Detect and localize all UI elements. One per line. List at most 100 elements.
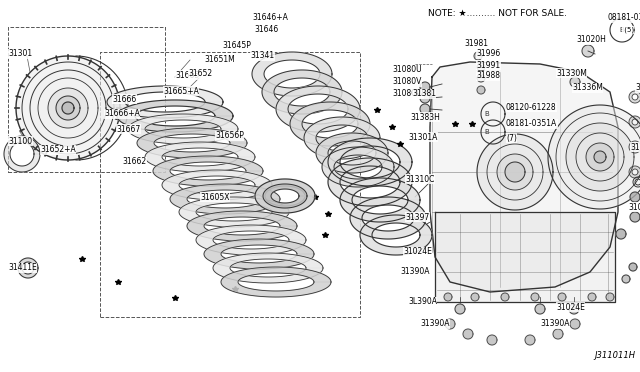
Text: B: B	[484, 111, 490, 117]
Text: 31390A: 31390A	[420, 320, 449, 328]
Text: 31020H: 31020H	[576, 35, 606, 45]
Text: 31024E: 31024E	[403, 247, 432, 257]
Text: 31330M: 31330M	[556, 68, 587, 77]
Text: 3L390A: 3L390A	[408, 298, 437, 307]
Text: 31646+A: 31646+A	[252, 13, 288, 22]
Polygon shape	[477, 86, 485, 94]
Text: 31390J: 31390J	[630, 142, 640, 151]
Text: 31383H: 31383H	[410, 112, 440, 122]
Polygon shape	[328, 138, 412, 186]
Polygon shape	[629, 263, 637, 271]
Polygon shape	[128, 114, 238, 144]
Polygon shape	[170, 184, 280, 214]
Polygon shape	[471, 293, 479, 301]
Polygon shape	[48, 88, 88, 128]
Polygon shape	[570, 319, 580, 329]
Polygon shape	[586, 143, 614, 171]
Text: 31301A: 31301A	[408, 132, 437, 141]
Text: 31341: 31341	[250, 51, 274, 61]
Text: 31100: 31100	[8, 137, 32, 145]
Text: 31080V: 31080V	[392, 77, 421, 87]
Polygon shape	[179, 197, 289, 227]
Polygon shape	[204, 239, 314, 269]
Text: 31390A: 31390A	[400, 267, 429, 276]
Text: 08120-61228: 08120-61228	[506, 103, 557, 112]
Polygon shape	[420, 82, 430, 92]
Polygon shape	[629, 141, 640, 153]
Polygon shape	[630, 212, 640, 222]
Polygon shape	[16, 56, 120, 160]
Polygon shape	[629, 116, 640, 128]
Polygon shape	[196, 225, 306, 255]
Polygon shape	[477, 63, 485, 71]
Polygon shape	[629, 91, 640, 103]
Polygon shape	[501, 293, 509, 301]
Polygon shape	[525, 335, 535, 345]
Polygon shape	[117, 100, 233, 132]
Polygon shape	[430, 62, 618, 292]
Polygon shape	[582, 45, 594, 57]
Text: 31381: 31381	[412, 90, 436, 99]
Polygon shape	[566, 123, 634, 191]
Polygon shape	[322, 147, 394, 187]
Polygon shape	[622, 275, 630, 283]
Text: 31996: 31996	[476, 49, 500, 58]
Text: 31652+A: 31652+A	[40, 145, 76, 154]
Polygon shape	[588, 293, 596, 301]
Text: J311011H: J311011H	[594, 351, 635, 360]
Polygon shape	[328, 158, 412, 206]
Polygon shape	[535, 304, 545, 314]
Text: 08181-0351A: 08181-0351A	[608, 13, 640, 22]
Text: 31651M: 31651M	[204, 55, 235, 64]
Polygon shape	[56, 96, 80, 120]
Text: 31024E: 31024E	[556, 302, 585, 311]
Text: 31605X: 31605X	[200, 192, 230, 202]
Polygon shape	[505, 162, 525, 182]
Text: 31335: 31335	[635, 83, 640, 93]
Text: 31665+A: 31665+A	[163, 87, 199, 96]
Text: 08181-0351A: 08181-0351A	[506, 119, 557, 128]
Polygon shape	[558, 293, 566, 301]
Text: 31656P: 31656P	[215, 131, 244, 141]
Polygon shape	[62, 102, 74, 114]
Polygon shape	[570, 77, 580, 87]
Polygon shape	[213, 253, 323, 283]
Polygon shape	[304, 117, 380, 159]
Text: 31023: 31023	[628, 202, 640, 212]
Polygon shape	[153, 156, 263, 186]
Text: B: B	[484, 129, 490, 135]
Polygon shape	[316, 133, 388, 173]
Text: 31666: 31666	[112, 94, 136, 103]
Text: 31665: 31665	[175, 71, 199, 80]
Polygon shape	[4, 136, 40, 172]
Text: 31080U: 31080U	[392, 65, 422, 74]
Polygon shape	[487, 335, 497, 345]
Text: 31981: 31981	[464, 39, 488, 48]
Text: (5): (5)	[622, 27, 634, 33]
Polygon shape	[531, 293, 539, 301]
Polygon shape	[221, 267, 331, 297]
Polygon shape	[107, 86, 223, 118]
Polygon shape	[629, 166, 640, 178]
Polygon shape	[162, 170, 272, 200]
Polygon shape	[630, 192, 640, 202]
Polygon shape	[594, 151, 606, 163]
Text: 31080W: 31080W	[392, 90, 424, 99]
Polygon shape	[444, 293, 452, 301]
Polygon shape	[263, 184, 307, 208]
Polygon shape	[569, 304, 579, 314]
Polygon shape	[497, 154, 533, 190]
Polygon shape	[445, 319, 455, 329]
Text: 31310C: 31310C	[405, 174, 435, 183]
Text: B: B	[620, 27, 625, 33]
Polygon shape	[474, 52, 482, 60]
Polygon shape	[548, 105, 640, 209]
Polygon shape	[420, 104, 430, 114]
Polygon shape	[187, 211, 297, 241]
Text: 31301: 31301	[8, 49, 32, 58]
Text: 31666+A: 31666+A	[104, 109, 140, 119]
Text: 31667: 31667	[116, 125, 140, 134]
Polygon shape	[477, 74, 485, 82]
Text: 31397: 31397	[405, 212, 429, 221]
Polygon shape	[350, 197, 426, 239]
